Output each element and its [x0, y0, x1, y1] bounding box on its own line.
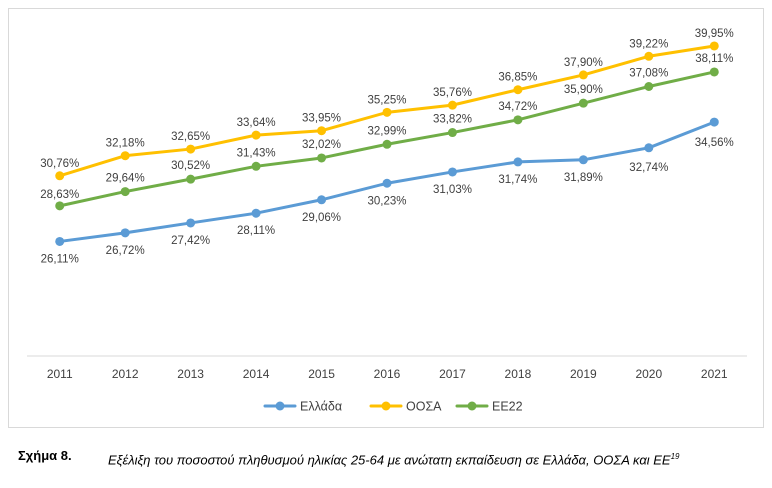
data-label-2-2012: 29,64%	[106, 173, 145, 185]
legend-label-1: ΟΟΣΑ	[406, 400, 442, 414]
data-point-1-2018	[513, 85, 523, 95]
data-label-1-2014: 33,64%	[237, 117, 276, 129]
data-label-0-2012: 26,72%	[106, 245, 145, 257]
data-label-1-2013: 32,65%	[171, 131, 210, 143]
data-label-0-2019: 31,89%	[564, 172, 603, 184]
data-label-1-2015: 33,95%	[302, 113, 341, 125]
data-label-0-2016: 30,23%	[367, 195, 406, 207]
data-label-2-2016: 32,99%	[367, 125, 406, 137]
data-label-2-2018: 34,72%	[498, 101, 537, 113]
data-point-0-2011	[55, 236, 65, 246]
caption-label: Σχήμα 8.	[18, 448, 72, 463]
data-point-1-2012	[120, 151, 130, 161]
data-label-2-2019: 35,90%	[564, 84, 603, 96]
data-label-1-2020: 39,22%	[629, 38, 668, 50]
data-point-1-2016	[382, 107, 392, 117]
caption-body: Εξέλιξη του ποσοστού πληθυσμού ηλικίας 2…	[108, 452, 671, 468]
x-tick-label-2021: 2021	[701, 367, 728, 381]
data-label-2-2014: 31,43%	[237, 147, 276, 159]
data-label-0-2013: 27,42%	[171, 235, 210, 247]
x-tick-label-2019: 2019	[570, 367, 597, 381]
chart-frame: 2011 2012 2013 2014 2015 2016 2017 2018 2019 2020…	[8, 8, 764, 428]
data-point-0-2015	[317, 195, 327, 205]
x-tick-label-2014: 2014	[243, 367, 270, 381]
x-tick-label-2013: 2013	[177, 367, 204, 381]
data-point-2-2014	[251, 161, 261, 171]
data-point-0-2013	[186, 218, 196, 228]
data-label-0-2011: 26,11%	[41, 253, 79, 265]
data-point-0-2019	[578, 155, 588, 165]
data-label-2-2017: 33,82%	[433, 114, 472, 126]
data-label-0-2015: 29,06%	[302, 212, 341, 224]
data-label-0-2021: 34,56%	[695, 137, 734, 149]
data-point-0-2021	[709, 117, 719, 127]
data-point-2-2021	[709, 67, 719, 77]
caption-footnote: 19	[670, 452, 680, 461]
data-point-0-2018	[513, 157, 523, 167]
x-tick-label-2012: 2012	[112, 367, 139, 381]
data-point-2-2013	[186, 174, 196, 184]
data-label-0-2017: 31,03%	[433, 184, 472, 196]
data-label-2-2021: 38,11%	[695, 53, 733, 65]
data-point-2-2018	[513, 115, 523, 125]
data-label-1-2012: 32,18%	[106, 138, 145, 150]
data-point-2-2015	[317, 153, 327, 163]
data-label-0-2018: 31,74%	[498, 174, 537, 186]
data-label-2-2015: 32,02%	[302, 139, 341, 151]
data-point-1-2013	[186, 144, 196, 154]
data-label-0-2014: 28,11%	[237, 225, 275, 237]
caption-text: Εξέλιξη του ποσοστού πληθυσμού ηλικίας 2…	[108, 448, 758, 469]
data-point-1-2014	[251, 130, 261, 140]
data-point-0-2014	[251, 208, 261, 218]
data-point-1-2017	[447, 100, 457, 110]
x-tick-label-2016: 2016	[374, 367, 401, 381]
data-point-1-2020	[644, 51, 654, 61]
x-tick-label-2020: 2020	[635, 367, 662, 381]
legend-marker-1	[381, 401, 391, 411]
legend-marker-0	[275, 401, 285, 411]
data-label-1-2011: 30,76%	[40, 158, 79, 170]
data-point-2-2020	[644, 81, 654, 91]
x-tick-label-2015: 2015	[308, 367, 335, 381]
data-point-2-2011	[55, 201, 65, 211]
x-tick-label-2017: 2017	[439, 367, 466, 381]
data-label-1-2018: 36,85%	[498, 72, 537, 84]
legend-marker-2	[467, 401, 477, 411]
data-point-2-2016	[382, 139, 392, 149]
data-point-1-2015	[317, 126, 327, 136]
data-label-0-2020: 32,74%	[629, 162, 668, 174]
data-point-0-2017	[447, 167, 457, 177]
data-label-1-2017: 35,76%	[433, 87, 472, 99]
x-tick-label-2011: 2011	[47, 367, 73, 381]
data-point-1-2021	[709, 41, 719, 51]
data-label-2-2020: 37,08%	[629, 67, 668, 79]
data-label-2-2011: 28,63%	[40, 189, 79, 201]
data-point-2-2019	[578, 98, 588, 108]
line-chart: 2011 2012 2013 2014 2015 2016 2017 2018 2019 2020…	[27, 28, 747, 414]
data-point-0-2012	[120, 228, 130, 238]
data-label-2-2013: 30,52%	[171, 160, 210, 172]
data-point-2-2017	[447, 128, 457, 138]
data-point-1-2011	[55, 171, 65, 181]
legend-label-0: Ελλάδα	[300, 400, 342, 414]
data-label-1-2016: 35,25%	[367, 94, 406, 106]
legend-label-2: ΕΕ22	[492, 400, 523, 414]
data-point-2-2012	[120, 187, 130, 197]
x-tick-label-2018: 2018	[505, 367, 532, 381]
data-point-0-2016	[382, 178, 392, 188]
data-label-1-2019: 37,90%	[564, 57, 603, 69]
data-point-1-2019	[578, 70, 588, 80]
data-label-1-2021: 39,95%	[695, 28, 734, 40]
data-point-0-2020	[644, 143, 654, 153]
